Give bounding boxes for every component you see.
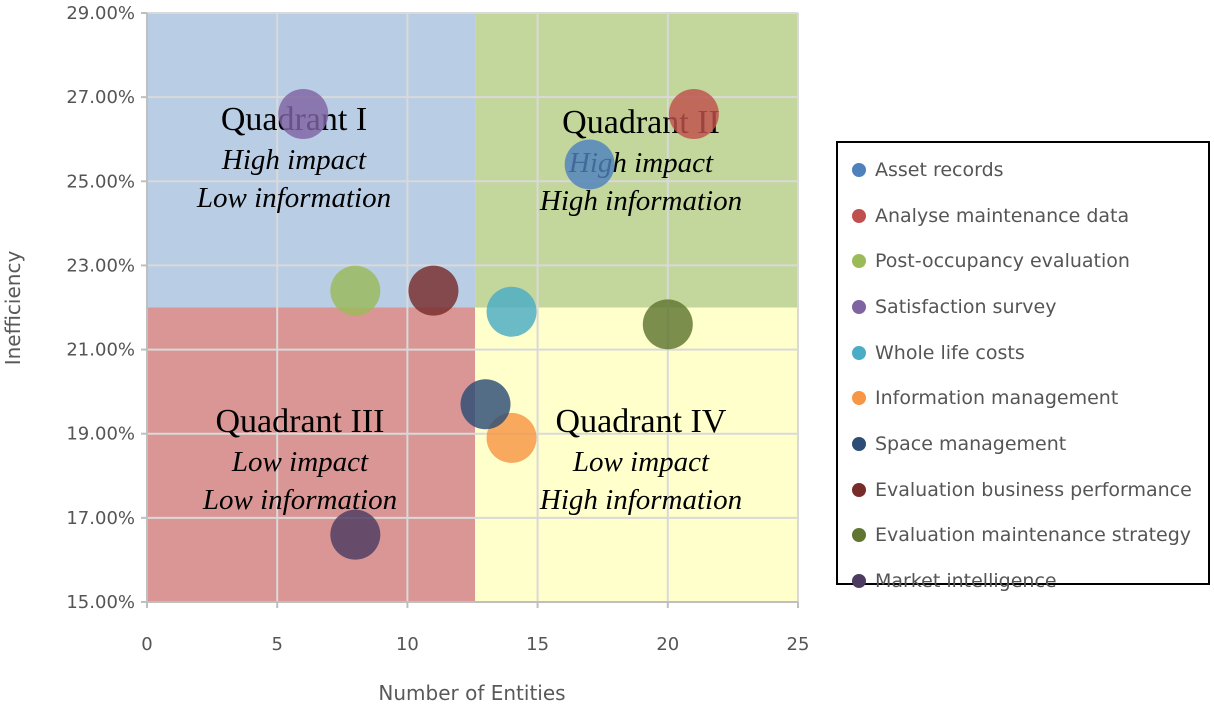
- legend-label: Whole life costs: [875, 341, 1025, 364]
- legend-marker: [852, 345, 866, 360]
- x-tick-label: 10: [396, 634, 419, 655]
- quadrant-impact: Low impact: [572, 446, 710, 478]
- legend-marker: [852, 299, 866, 314]
- legend-marker: [852, 208, 866, 223]
- y-tick-label: 27.00%: [66, 87, 135, 108]
- y-tick-label: 25.00%: [66, 171, 135, 192]
- x-axis-title: Number of Entities: [378, 681, 565, 705]
- bubble-information-management: [486, 412, 537, 463]
- x-tick-label: 15: [526, 634, 549, 655]
- legend: Asset records Analyse maintenance data Pos…: [836, 141, 1210, 592]
- legend-label: Evaluation maintenance strategy: [875, 524, 1192, 547]
- legend-item: Satisfaction survey: [852, 284, 1208, 330]
- bubble-evaluation-maintenance-strategy: [642, 299, 693, 350]
- quadrant-bg-3: [147, 307, 476, 602]
- bubble-space-management: [460, 379, 511, 430]
- legend-marker: [852, 482, 866, 497]
- bubble-whole-life-costs: [486, 286, 537, 337]
- bubble-asset-records: [564, 139, 615, 190]
- quadrant-backgrounds: [147, 13, 798, 602]
- y-tick-label: 19.00%: [66, 424, 135, 445]
- legend-label: Information management: [875, 387, 1119, 410]
- bubble-analyse-maintenance-data: [668, 88, 719, 139]
- legend-item: Asset records: [852, 147, 1208, 193]
- quadrant-information: Low information: [196, 182, 391, 214]
- legend-item: Evaluation business performance: [852, 467, 1208, 513]
- quadrant-impact: Low impact: [231, 446, 369, 478]
- legend-item: Space management: [852, 421, 1208, 467]
- x-tick-label: 5: [271, 634, 282, 655]
- legend-item: Market intelligence: [852, 558, 1208, 604]
- axes: 15.00% 17.00% 19.00% 21.00% 23.00% 25.00% 27.0…: [66, 3, 809, 655]
- quadrant-title: Quadrant IV: [556, 403, 727, 440]
- legend-label: Analyse maintenance data: [875, 204, 1130, 227]
- legend-marker: [852, 574, 866, 589]
- legend-item: Whole life costs: [852, 330, 1208, 376]
- y-tick-label: 15.00%: [66, 592, 135, 613]
- legend-label: Space management: [875, 432, 1067, 455]
- bubble-evaluation-business-performance: [408, 265, 459, 316]
- legend-marker: [852, 254, 866, 269]
- legend-label: Market intelligence: [875, 570, 1057, 593]
- bubble-post-occupancy-evaluation: [330, 265, 381, 316]
- legend-item: Analyse maintenance data: [852, 193, 1208, 239]
- legend-label: Asset records: [875, 158, 1004, 181]
- x-tick-label: 0: [141, 634, 152, 655]
- legend-item: Evaluation maintenance strategy: [852, 513, 1208, 559]
- x-tick-label: 25: [787, 634, 810, 655]
- bubble-market-intelligence: [330, 509, 381, 560]
- legend-item: Information management: [852, 375, 1208, 421]
- legend-item: Post-occupancy evaluation: [852, 238, 1208, 284]
- legend-label: Post-occupancy evaluation: [875, 250, 1130, 273]
- y-tick-label: 17.00%: [66, 508, 135, 529]
- y-axis-title: Inefficiency: [1, 251, 25, 366]
- quadrant-bg-2: [475, 13, 798, 308]
- y-tick-label: 23.00%: [66, 255, 135, 276]
- legend-label: Satisfaction survey: [875, 295, 1057, 318]
- quadrant-impact: High impact: [221, 144, 367, 176]
- quadrant-information: High information: [539, 185, 742, 217]
- y-tick-label: 21.00%: [66, 340, 135, 361]
- legend-marker: [852, 391, 866, 406]
- legend-marker: [852, 162, 866, 177]
- quadrant-information: Low information: [202, 484, 397, 516]
- quadrant-title: Quadrant III: [216, 403, 385, 440]
- quadrant-information: High information: [539, 484, 742, 516]
- y-tick-label: 29.00%: [66, 3, 135, 24]
- x-tick-label: 20: [656, 634, 679, 655]
- bubble-satisfaction-survey: [278, 88, 329, 139]
- legend-marker: [852, 436, 866, 451]
- legend-label: Evaluation business performance: [875, 478, 1192, 501]
- quadrant-bg-1: [147, 13, 476, 308]
- bubbles: [278, 88, 719, 560]
- legend-marker: [852, 528, 866, 543]
